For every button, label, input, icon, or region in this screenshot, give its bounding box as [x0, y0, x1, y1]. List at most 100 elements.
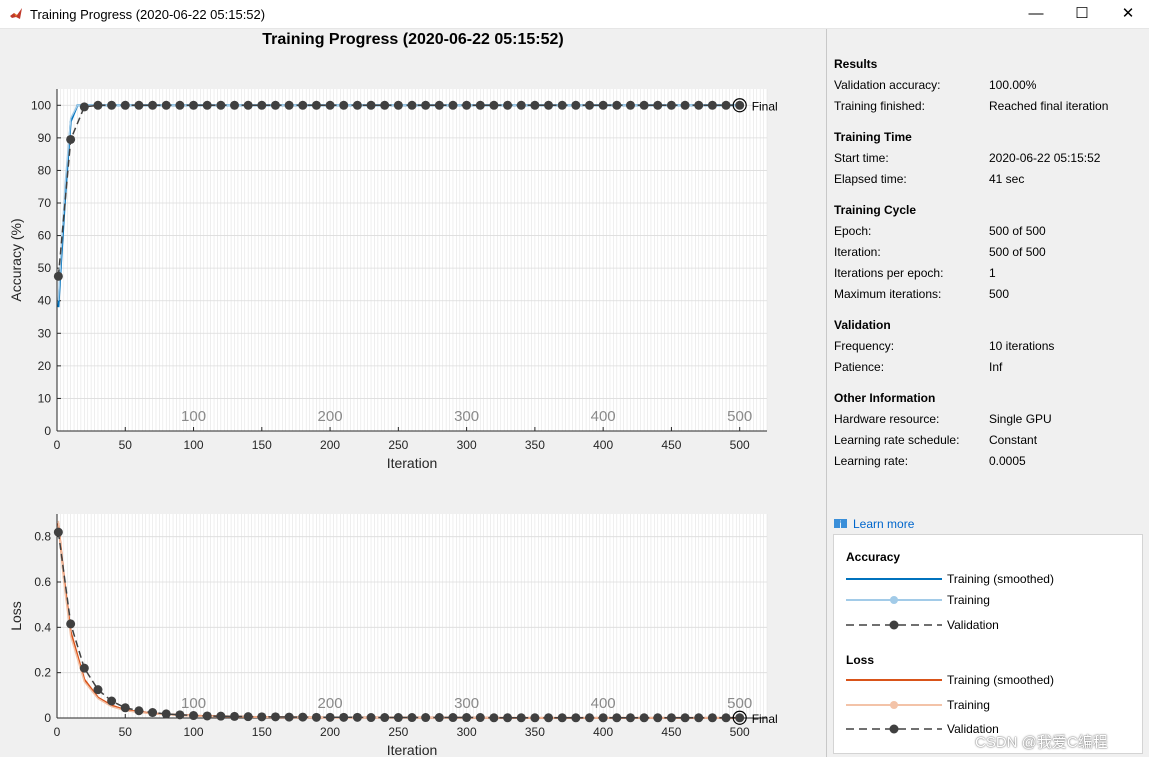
validation-point [707, 100, 717, 110]
validation-point [721, 100, 731, 110]
y-axis-label: Loss [8, 601, 24, 631]
legend-loss-training-line [846, 701, 942, 709]
validation-point [311, 100, 321, 110]
series-validation-line [57, 532, 740, 719]
y-tick-label: 0.2 [34, 666, 51, 680]
validation-point [598, 100, 608, 110]
validation-point [462, 713, 472, 723]
x-tick-label: 450 [661, 725, 681, 739]
info-icon: i [834, 519, 847, 528]
validation-point [366, 100, 376, 110]
validation-point [216, 100, 226, 110]
validation-point [120, 703, 130, 713]
legend-loss-heading: Loss [846, 653, 875, 667]
legend-acc-validation-line [846, 620, 942, 630]
legend-acc-training-line [846, 596, 942, 604]
y-tick-label: 0.8 [34, 530, 51, 544]
start-time-value: 2020-06-22 05:15:52 [989, 151, 1101, 165]
other-information-heading: Other Information [834, 391, 936, 405]
info-key: Iteration: [834, 245, 881, 259]
validation-point [380, 100, 390, 110]
x-tick-label: 0 [54, 438, 61, 452]
close-button[interactable]: ✕ [1121, 5, 1135, 22]
matlab-app-icon [10, 8, 22, 19]
validation-point [257, 100, 267, 110]
legend-loss-smoothed-line [846, 679, 942, 681]
y-tick-label: 0 [44, 711, 51, 725]
y-tick-label: 50 [38, 261, 52, 275]
x-tick-label: 250 [388, 725, 408, 739]
maximum-iterations-value: 500 [989, 287, 1010, 301]
validation-point [93, 685, 103, 695]
validation-point [694, 100, 704, 110]
x-tick-label: 450 [661, 438, 681, 452]
x-tick-label: 0 [54, 725, 61, 739]
info-key: Learning rate schedule: [834, 433, 960, 447]
validation-point [503, 713, 513, 723]
legend-acc-smoothed-line [846, 578, 942, 580]
validation-point [298, 712, 308, 722]
info-key: Frequency: [834, 339, 895, 353]
elapsed-time-value: 41 sec [989, 172, 1025, 186]
validation-point [393, 713, 403, 723]
validation-point [230, 100, 239, 110]
validation-point [189, 100, 199, 110]
y-tick-label: 30 [38, 326, 52, 340]
learning-rate-value: 0.0005 [989, 454, 1026, 468]
validation-point [107, 696, 117, 706]
x-tick-label: 300 [457, 438, 477, 452]
validation-point [503, 100, 513, 110]
final-marker [732, 98, 747, 113]
epoch-label: 300 [454, 695, 479, 712]
legend-label: Validation [947, 618, 999, 632]
patience-value: Inf [989, 360, 1003, 374]
legend-box: Accuracy Training (smoothed) Training Va… [833, 534, 1143, 754]
validation-point [175, 710, 185, 720]
validation-point [544, 713, 554, 723]
validation-point [284, 712, 294, 722]
validation-point [284, 100, 294, 110]
validation-point [257, 712, 267, 722]
validation-point [585, 100, 594, 110]
info-key: Training finished: [834, 99, 925, 113]
validation-point [202, 100, 212, 110]
info-key: Start time: [834, 151, 889, 165]
validation-point [516, 713, 526, 723]
minimize-button[interactable]: — [1028, 5, 1044, 22]
y-tick-label: 40 [38, 294, 52, 308]
epoch-label: 100 [181, 695, 206, 712]
legend-label: Training [947, 698, 990, 712]
validation-point [680, 100, 690, 110]
validation-point [407, 713, 417, 723]
x-tick-label: 500 [730, 725, 750, 739]
validation-point [325, 712, 335, 722]
accuracy-chart: 0 10 20 30 40 50 60 70 80 90 100 0 50 100 150 200 250 300… [8, 89, 778, 471]
validation-point [134, 706, 144, 716]
validation-point [175, 100, 185, 110]
info-key: Hardware resource: [834, 412, 940, 426]
legend-label: Training (smoothed) [947, 572, 1054, 586]
validation-point [557, 713, 567, 723]
validation-point [366, 713, 376, 723]
validation-point [380, 713, 390, 723]
validation-point [270, 712, 280, 722]
final-label: Final [752, 712, 778, 726]
panel-divider [826, 29, 827, 757]
maximize-button[interactable]: ☐ [1075, 5, 1089, 22]
x-tick-label: 400 [593, 438, 613, 452]
validation-point [134, 100, 144, 110]
validation-point [352, 712, 362, 722]
validation-point [475, 713, 485, 723]
validation-point [544, 100, 554, 110]
validation-point [625, 713, 635, 723]
learn-more-link[interactable]: i Learn more [834, 517, 914, 528]
legend-label: Training (smoothed) [947, 673, 1054, 687]
info-key: Elapsed time: [834, 172, 907, 186]
validation-point [475, 100, 485, 110]
loss-chart: 0 0.2 0.4 0.6 0.8 0 50 100 150 200 250 300 350 400 450… [8, 514, 778, 757]
info-key: Patience: [834, 360, 885, 374]
y-tick-label: 80 [38, 163, 52, 177]
x-tick-label: 350 [525, 438, 545, 452]
learning-rate-schedule-value: Constant [989, 433, 1038, 447]
validation-point [721, 713, 731, 723]
